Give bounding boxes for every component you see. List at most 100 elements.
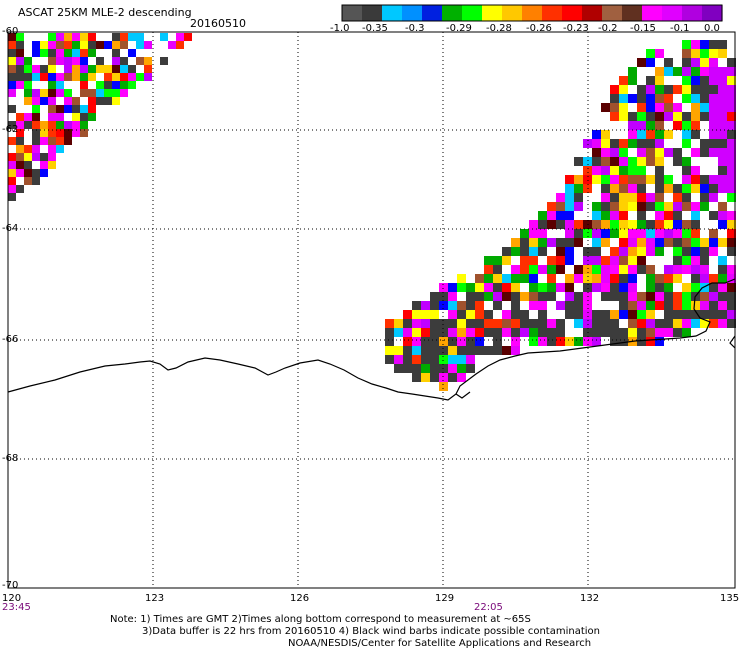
wind-cell <box>547 292 556 301</box>
wind-cell <box>556 301 565 310</box>
wind-cell <box>592 274 601 283</box>
wind-cell <box>385 355 394 364</box>
wind-cell <box>691 202 700 211</box>
wind-cell <box>601 337 610 346</box>
wind-cell <box>40 89 48 97</box>
wind-cell <box>403 346 412 355</box>
wind-cell <box>403 355 412 364</box>
wind-cell <box>565 184 574 193</box>
wind-cell <box>448 301 457 310</box>
wind-cell <box>673 166 682 175</box>
wind-cell <box>112 89 120 97</box>
wind-cell <box>637 139 646 148</box>
wind-cell <box>682 184 691 193</box>
wind-cell <box>457 373 466 382</box>
wind-cell <box>646 49 655 58</box>
wind-cell <box>691 139 700 148</box>
wind-cell <box>619 193 628 202</box>
wind-cell <box>619 157 628 166</box>
wind-cell <box>628 310 637 319</box>
wind-cell <box>682 220 691 229</box>
wind-cell <box>655 139 664 148</box>
wind-cell <box>700 319 709 328</box>
wind-cell <box>32 89 40 97</box>
colorbar-tick-label: -0.3 <box>405 23 425 34</box>
wind-cell <box>72 49 80 57</box>
wind-cell <box>448 373 457 382</box>
wind-cell <box>547 256 556 265</box>
wind-cell <box>56 73 64 81</box>
wind-cell <box>574 211 583 220</box>
wind-cell <box>502 247 511 256</box>
wind-cell <box>556 265 565 274</box>
wind-cell <box>709 85 718 94</box>
wind-cell <box>556 229 565 238</box>
wind-cell <box>152 57 160 65</box>
wind-cell <box>457 319 466 328</box>
wind-cell <box>583 202 592 211</box>
wind-cell <box>610 175 619 184</box>
wind-cell <box>673 274 682 283</box>
wind-cell <box>466 319 475 328</box>
wind-cell <box>682 112 691 121</box>
wind-cell <box>619 148 628 157</box>
wind-cell <box>709 112 718 121</box>
wind-cell <box>484 265 493 274</box>
wind-cell <box>430 337 439 346</box>
wind-cell <box>538 310 547 319</box>
colorbar-tick-label: -0.1 <box>670 23 690 34</box>
wind-cell <box>646 103 655 112</box>
wind-cell <box>128 41 136 49</box>
wind-cell <box>682 283 691 292</box>
wind-cell <box>637 229 646 238</box>
wind-cell <box>394 346 403 355</box>
colorbar-tick-label: -0.26 <box>526 23 552 34</box>
wind-cell <box>24 177 32 185</box>
wind-cell <box>16 161 24 169</box>
wind-cell <box>664 130 673 139</box>
wind-cell <box>421 328 430 337</box>
wind-cell <box>80 129 88 137</box>
wind-cell <box>16 121 24 129</box>
wind-cell <box>466 301 475 310</box>
wind-cell <box>700 238 709 247</box>
wind-cell <box>628 121 637 130</box>
wind-cell <box>40 97 48 105</box>
wind-cell <box>691 211 700 220</box>
wind-cell <box>574 184 583 193</box>
time-label-start: 23:45 <box>2 602 31 613</box>
wind-cell <box>700 256 709 265</box>
wind-cell <box>709 157 718 166</box>
wind-cell <box>583 265 592 274</box>
wind-cell <box>592 148 601 157</box>
wind-cell <box>718 112 727 121</box>
wind-cell <box>72 97 80 105</box>
wind-cell <box>80 81 88 89</box>
wind-cell <box>673 310 682 319</box>
wind-cell <box>80 57 88 65</box>
wind-cell <box>112 57 120 65</box>
wind-cell <box>520 274 529 283</box>
wind-cell <box>421 346 430 355</box>
wind-cell <box>80 121 88 129</box>
wind-cell <box>466 355 475 364</box>
lon-label-126: 126 <box>290 593 310 604</box>
wind-cell <box>628 67 637 76</box>
wind-cell <box>511 292 520 301</box>
colorbar-swatch <box>502 5 523 21</box>
wind-cell <box>700 166 709 175</box>
wind-cell <box>421 301 430 310</box>
data-cells <box>8 33 736 391</box>
wind-cell <box>592 337 601 346</box>
wind-cell <box>601 121 610 130</box>
wind-cell <box>592 157 601 166</box>
wind-cell <box>48 89 56 97</box>
wind-cell <box>628 265 637 274</box>
wind-cell <box>709 265 718 274</box>
wind-cell <box>176 41 184 49</box>
bay-coast <box>455 391 471 399</box>
wind-cell <box>727 211 736 220</box>
wind-cell <box>56 49 64 57</box>
wind-cell <box>565 274 574 283</box>
wind-cell <box>628 220 637 229</box>
